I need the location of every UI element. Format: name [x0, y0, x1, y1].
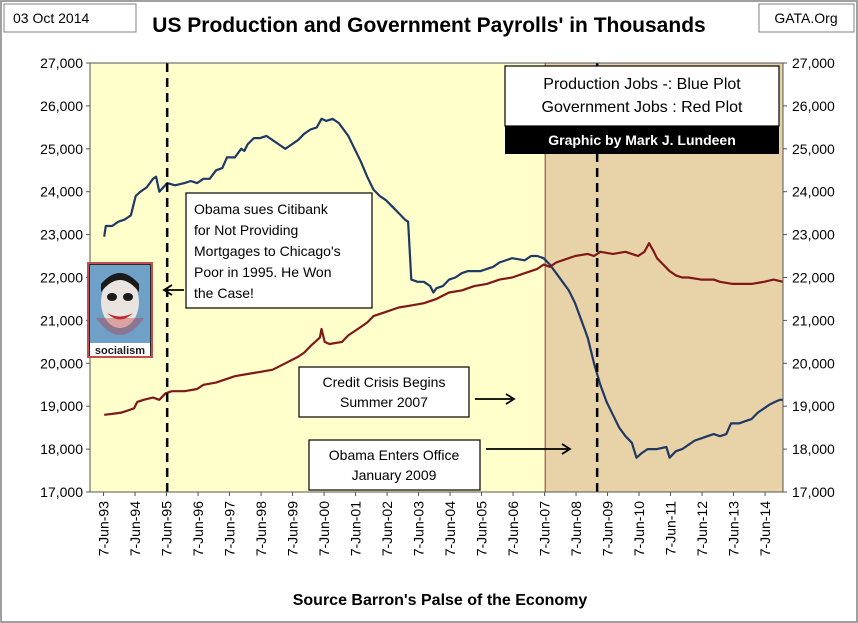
crisis-arrow — [475, 393, 516, 405]
crisis-line-2: Summer 2007 — [340, 394, 428, 410]
x-tick-label: 7-Jun-02 — [379, 501, 395, 556]
citibank-arrow — [162, 284, 184, 296]
x-tick-label: 7-Jun-13 — [726, 501, 742, 556]
citibank-line-3: Mortgages to Chicago's — [194, 243, 341, 259]
citibank-annotation-box — [185, 192, 373, 309]
x-tick-label: 7-Jun-07 — [537, 501, 553, 556]
y-tick-label-right: 24,000 — [792, 184, 835, 200]
y-tick-label-left: 17,000 — [40, 484, 83, 500]
site-box — [758, 3, 855, 33]
office-line-2: January 2009 — [352, 467, 437, 483]
source-label: Source Barron's Palse of the Economy — [293, 592, 588, 609]
x-tick-label: 7-Jun-94 — [127, 501, 143, 556]
x-tick-label: 7-Jun-14 — [757, 501, 773, 556]
y-tick-label-left: 22,000 — [40, 270, 83, 286]
y-tick-label-left: 25,000 — [40, 141, 83, 157]
legend-box — [504, 65, 780, 127]
y-tick-label-right: 26,000 — [792, 98, 835, 114]
x-tick-label: 7-Jun-04 — [442, 501, 458, 556]
x-tick-label: 7-Jun-05 — [474, 501, 490, 556]
y-axis-right: 17,000 18,000 19,000 20,000 21,000 22,000 23,0… — [792, 55, 835, 500]
date-box — [3, 3, 137, 33]
series-layer — [103, 117, 784, 459]
office-annotation-box — [308, 439, 481, 491]
x-tick-label: 7-Jun-11 — [663, 501, 679, 555]
socialism-label: socialism — [95, 345, 145, 357]
crisis-annotation-box — [298, 366, 470, 418]
y-tick-label-left: 21,000 — [40, 312, 83, 328]
x-tick-label: 7-Jun-93 — [96, 501, 112, 556]
y-tick-label-left: 19,000 — [40, 398, 83, 414]
x-tick-label: 7-Jun-97 — [222, 501, 238, 556]
y-tick-label-right: 23,000 — [792, 227, 835, 243]
x-tick-label: 7-Jun-03 — [411, 501, 427, 556]
y-tick-label-left: 23,000 — [40, 227, 83, 243]
x-tick-label: 7-Jun-00 — [316, 501, 332, 556]
y-tick-label-right: 19,000 — [792, 398, 835, 414]
legend-line-1: Production Jobs -: Blue Plot — [543, 76, 741, 93]
grid — [86, 62, 787, 496]
series-line-government — [104, 242, 784, 416]
credit-label: Graphic by Mark J. Lundeen — [548, 132, 736, 148]
office-line-1: Obama Enters Office — [329, 447, 460, 463]
crisis-line-1: Credit Crisis Begins — [323, 374, 446, 390]
x-tick-label: 7-Jun-08 — [568, 501, 584, 556]
y-tick-label-right: 21,000 — [792, 312, 835, 328]
site-label: GATA.Org — [774, 10, 837, 26]
y-tick-label-right: 20,000 — [792, 355, 835, 371]
x-tick-label: 7-Jun-98 — [253, 501, 269, 556]
citibank-line-2: for Not Providing — [194, 222, 298, 238]
citibank-line-5: the Case! — [194, 285, 254, 301]
y-axis-left: 17,000 18,000 19,000 20,000 21,000 22,000 23,0… — [40, 55, 83, 500]
x-tick-label: 7-Jun-96 — [190, 501, 206, 556]
credit-banner — [505, 126, 779, 154]
office-arrow — [486, 443, 572, 455]
citibank-line-4: Poor in 1995. He Won — [194, 264, 332, 280]
chart-title: US Production and Government Payrolls' i… — [152, 14, 705, 37]
y-tick-label-right: 22,000 — [792, 270, 835, 286]
y-tick-label-right: 17,000 — [792, 484, 835, 500]
y-tick-label-right: 25,000 — [792, 141, 835, 157]
citibank-line-1: Obama sues Citibank — [194, 201, 329, 217]
x-tick-label: 7-Jun-01 — [348, 501, 364, 556]
date-label: 03 Oct 2014 — [13, 10, 89, 26]
legend-line-2: Government Jobs : Red Plot — [542, 99, 744, 116]
series-line-production — [103, 117, 783, 459]
x-tick-label: 7-Jun-95 — [159, 501, 175, 556]
y-tick-label-left: 20,000 — [40, 355, 83, 371]
x-tick-label: 7-Jun-10 — [631, 501, 647, 556]
x-tick-label: 7-Jun-99 — [285, 501, 301, 556]
x-axis: 7-Jun-93 7-Jun-94 7-Jun-95 7-Jun-96 7-Jun-97… — [96, 501, 773, 556]
y-tick-label-left: 26,000 — [40, 98, 83, 114]
y-tick-label-left: 27,000 — [40, 55, 83, 71]
y-tick-label-left: 18,000 — [40, 441, 83, 457]
x-tick-label: 7-Jun-09 — [600, 501, 616, 556]
y-tick-label-right: 27,000 — [792, 55, 835, 71]
socialism-image: socialism — [87, 262, 153, 358]
x-tick-label: 7-Jun-12 — [694, 501, 710, 556]
x-tick-label: 7-Jun-06 — [505, 501, 521, 556]
y-tick-label-right: 18,000 — [792, 441, 835, 457]
y-tick-label-left: 24,000 — [40, 184, 83, 200]
vertical-markers — [165, 63, 599, 492]
